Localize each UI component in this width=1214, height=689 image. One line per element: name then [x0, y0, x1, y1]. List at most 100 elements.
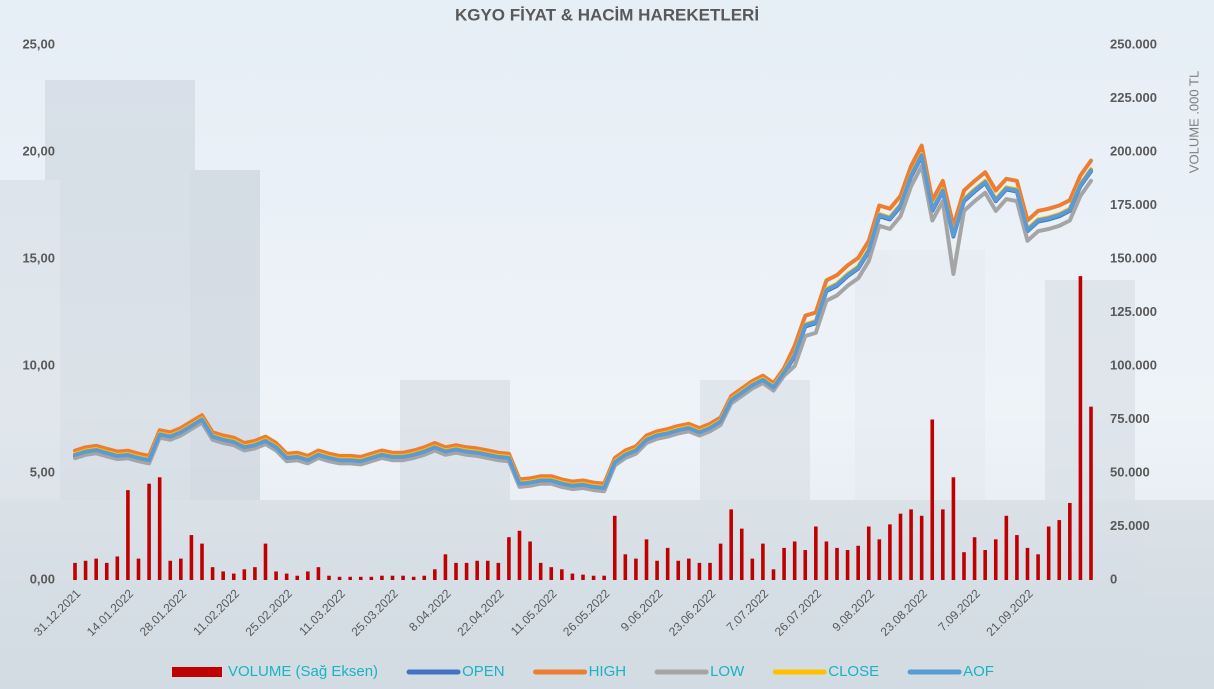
- volume-bar: [634, 559, 638, 580]
- volume-bar: [1005, 516, 1009, 580]
- volume-bar: [190, 535, 194, 580]
- chart: KGYO FİYAT & HACİM HAREKETLERİ VOLUME .0…: [0, 0, 1214, 689]
- volume-bar: [909, 509, 913, 580]
- volume-bar: [581, 575, 585, 580]
- legend-label: CLOSE: [828, 663, 879, 680]
- volume-bar: [825, 541, 829, 580]
- volume-bar: [327, 576, 331, 580]
- volume-bar: [867, 527, 871, 581]
- volume-bar: [539, 563, 543, 580]
- volume-bar: [835, 548, 839, 580]
- volume-bar: [1079, 276, 1083, 580]
- volume-bar: [306, 571, 310, 580]
- volume-bar: [1036, 554, 1040, 580]
- volume-bar: [549, 567, 553, 580]
- volume-bar: [740, 529, 744, 580]
- y2-tick-label: 175.000: [1110, 197, 1157, 212]
- volume-bar: [952, 477, 956, 580]
- volume-bar: [571, 574, 575, 580]
- volume-bar: [613, 516, 617, 580]
- volume-bar: [930, 420, 934, 581]
- volume-bar: [497, 563, 501, 580]
- chart-title: KGYO FİYAT & HACİM HAREKETLERİ: [455, 5, 759, 24]
- y2-tick-label: 75.000: [1110, 411, 1150, 426]
- y-tick-label: 0,00: [30, 571, 55, 586]
- volume-bar: [920, 516, 924, 580]
- volume-bar: [454, 563, 458, 580]
- volume-bar: [73, 563, 77, 580]
- legend-swatch: [172, 667, 222, 677]
- volume-bar: [803, 550, 807, 580]
- y2-tick-label: 125.000: [1110, 304, 1157, 319]
- y2-tick-label: 150.000: [1110, 250, 1157, 265]
- volume-bar: [295, 576, 299, 580]
- volume-bar: [761, 544, 765, 580]
- legend-label: LOW: [710, 663, 745, 680]
- volume-bar: [433, 569, 437, 580]
- volume-bar: [941, 509, 945, 580]
- volume-bar: [444, 554, 448, 580]
- y2-tick-label: 250.000: [1110, 36, 1157, 51]
- y-tick-label: 15,00: [22, 250, 55, 265]
- volume-bar: [676, 561, 680, 580]
- volume-bar: [211, 567, 215, 580]
- volume-bar: [168, 561, 172, 580]
- volume-bar: [317, 567, 321, 580]
- legend-label: HIGH: [589, 663, 627, 680]
- volume-bar: [846, 550, 850, 580]
- volume-bar: [137, 559, 141, 580]
- volume-bar: [84, 561, 88, 580]
- volume-bar: [243, 569, 247, 580]
- volume-bar: [422, 576, 426, 580]
- y-tick-label: 5,00: [30, 464, 55, 479]
- volume-bar: [814, 527, 818, 581]
- volume-bar: [359, 577, 363, 580]
- volume-bar: [232, 574, 236, 580]
- volume-bar: [655, 561, 659, 580]
- volume-bar: [391, 576, 395, 580]
- volume-bar: [687, 559, 691, 580]
- volume-bar: [602, 576, 606, 580]
- volume-bar: [793, 541, 797, 580]
- y2-tick-label: 200.000: [1110, 143, 1157, 158]
- volume-bar: [592, 576, 596, 580]
- y2-tick-label: 0: [1110, 571, 1117, 586]
- volume-bar: [348, 577, 352, 580]
- volume-bar: [624, 554, 628, 580]
- legend-label: AOF: [963, 663, 994, 680]
- y2-tick-label: 25.000: [1110, 518, 1150, 533]
- y-tick-label: 20,00: [22, 143, 55, 158]
- volume-bar: [465, 563, 469, 580]
- volume-bar: [1015, 535, 1019, 580]
- volume-bar: [666, 548, 670, 580]
- volume-bar: [518, 531, 522, 580]
- volume-bar: [645, 539, 649, 580]
- volume-bar: [179, 559, 183, 580]
- volume-bar: [253, 567, 257, 580]
- volume-bar: [560, 569, 564, 580]
- volume-bar: [285, 574, 289, 580]
- volume-bar: [528, 541, 532, 580]
- volume-bar: [274, 571, 278, 580]
- volume-bar: [200, 544, 204, 580]
- volume-bar: [264, 544, 268, 580]
- volume-bar: [899, 514, 903, 580]
- volume-bar: [221, 571, 225, 580]
- volume-bar: [475, 561, 479, 580]
- volume-bar: [973, 537, 977, 580]
- volume-bar: [708, 563, 712, 580]
- volume-bar: [751, 559, 755, 580]
- volume-bar: [1089, 407, 1093, 580]
- volume-bar: [126, 490, 130, 580]
- volume-bar: [1057, 520, 1061, 580]
- volume-bar: [116, 556, 120, 580]
- volume-bar: [94, 559, 98, 580]
- volume-bar: [370, 577, 374, 580]
- volume-bar: [147, 484, 151, 580]
- volume-bar: [962, 552, 966, 580]
- volume-bar: [994, 539, 998, 580]
- volume-bar: [412, 577, 416, 580]
- volume-bar: [1026, 548, 1030, 580]
- volume-bar: [719, 544, 723, 580]
- volume-bar: [729, 509, 733, 580]
